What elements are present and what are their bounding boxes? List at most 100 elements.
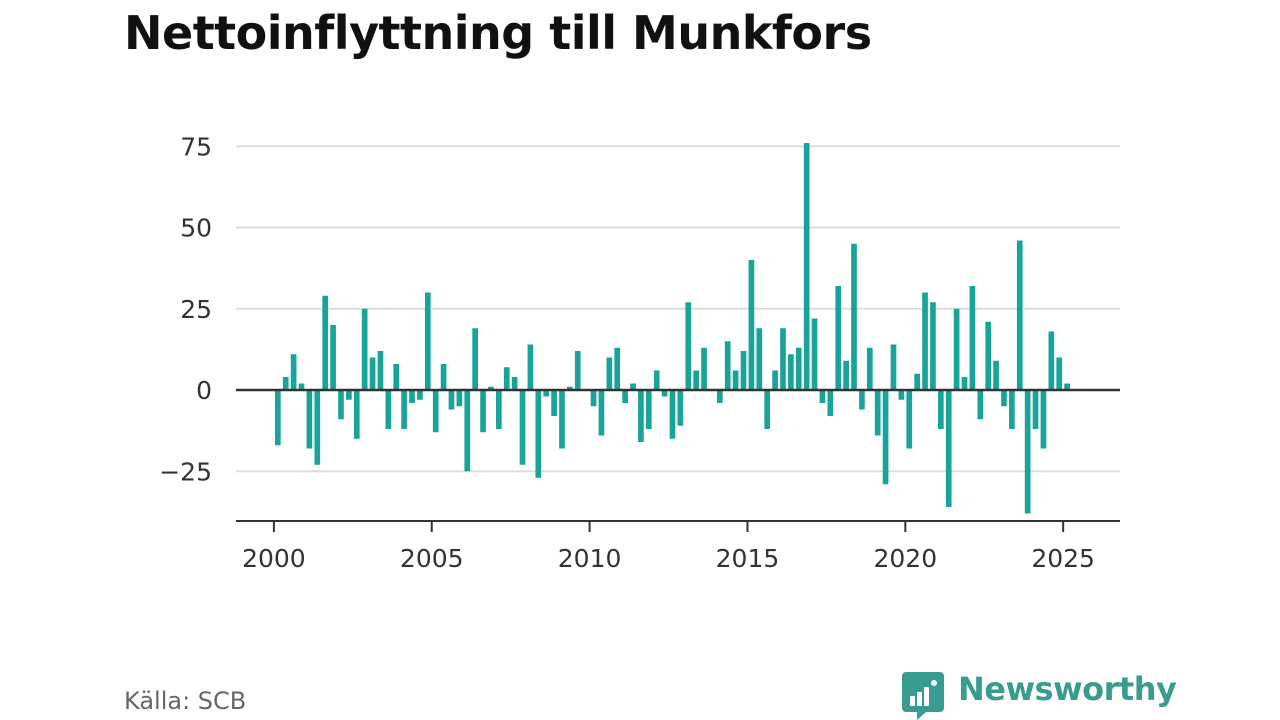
bar	[993, 360, 999, 390]
bar	[638, 390, 644, 442]
bar	[274, 390, 281, 446]
bar	[748, 260, 755, 390]
bar	[977, 390, 984, 420]
bar	[401, 390, 407, 429]
bar	[835, 286, 842, 390]
bar	[630, 383, 636, 390]
bar	[456, 390, 463, 407]
bar	[448, 390, 455, 410]
bar	[440, 364, 447, 390]
bar	[1040, 390, 1047, 449]
x-tick-label: 2015	[716, 544, 780, 573]
source-label: Källa: SCB	[124, 687, 247, 715]
bar	[724, 341, 731, 390]
bar	[772, 370, 778, 390]
bar	[472, 328, 478, 390]
bar	[543, 390, 550, 397]
bar	[693, 370, 699, 390]
y-tick-label: 25	[180, 295, 212, 324]
bar	[385, 390, 392, 429]
x-tick-label: 2025	[1031, 544, 1095, 573]
bar	[788, 354, 794, 390]
bar	[795, 347, 802, 390]
bar	[1001, 390, 1007, 407]
bar	[937, 390, 944, 429]
bar	[409, 390, 415, 403]
bar	[495, 390, 502, 429]
bar	[1016, 240, 1023, 390]
bar	[827, 390, 834, 416]
bar	[535, 390, 542, 478]
y-tick-label: −25	[159, 457, 212, 486]
bar	[653, 370, 660, 390]
bar	[685, 302, 692, 390]
bar	[969, 286, 976, 390]
bar	[417, 390, 423, 400]
bar	[314, 390, 321, 465]
bar	[377, 351, 384, 390]
bar	[985, 321, 992, 390]
x-tick-label: 2020	[874, 544, 938, 573]
bar	[922, 292, 928, 390]
x-tick-label: 2010	[558, 544, 622, 573]
y-axis-labels: −25 0 25 50 75	[159, 132, 212, 486]
bar	[464, 390, 471, 472]
bar	[567, 386, 573, 390]
bar	[559, 390, 565, 449]
bar	[480, 390, 486, 433]
bar	[756, 328, 763, 390]
bar	[511, 377, 518, 390]
bar	[361, 308, 368, 390]
x-tick-label: 2005	[400, 544, 464, 573]
bar	[282, 377, 289, 390]
bar	[945, 390, 952, 507]
x-tick-label: 2000	[242, 544, 306, 573]
chart-title: Nettoinflyttning till Munkfors	[124, 6, 872, 60]
bar	[866, 347, 873, 390]
bar	[503, 367, 510, 390]
bar	[953, 308, 960, 390]
bar	[780, 328, 786, 390]
bar	[393, 364, 400, 390]
bar	[716, 390, 723, 403]
bar	[898, 390, 905, 400]
axes	[236, 388, 1120, 532]
bar	[819, 390, 826, 403]
newsworthy-logo-icon	[902, 672, 944, 720]
bar	[1009, 390, 1015, 429]
bar	[1056, 357, 1063, 390]
bar	[732, 370, 739, 390]
bar	[574, 351, 581, 390]
bar	[519, 390, 526, 465]
bar	[843, 360, 849, 390]
y-tick-label: 75	[180, 132, 212, 161]
bar	[606, 357, 613, 390]
bar	[882, 390, 889, 485]
bar	[914, 373, 920, 390]
bar	[740, 351, 747, 390]
bar	[677, 390, 684, 426]
bar	[1048, 331, 1055, 390]
bar	[322, 295, 329, 390]
bar	[369, 357, 376, 390]
bar	[330, 325, 336, 390]
bar	[701, 347, 707, 390]
bar	[851, 243, 857, 390]
bar	[661, 390, 668, 397]
bar	[346, 390, 352, 400]
bar	[930, 302, 936, 390]
bar	[669, 390, 676, 439]
bar	[961, 377, 968, 390]
bar	[598, 390, 605, 436]
bar	[645, 390, 652, 429]
bar	[306, 390, 313, 449]
bar	[622, 390, 628, 403]
brand-name: Newsworthy	[958, 670, 1177, 708]
bar	[424, 292, 431, 390]
bar	[906, 390, 913, 449]
grid-lines	[236, 145, 1120, 473]
bar	[353, 390, 360, 439]
bar	[874, 390, 881, 436]
bar	[298, 383, 305, 390]
